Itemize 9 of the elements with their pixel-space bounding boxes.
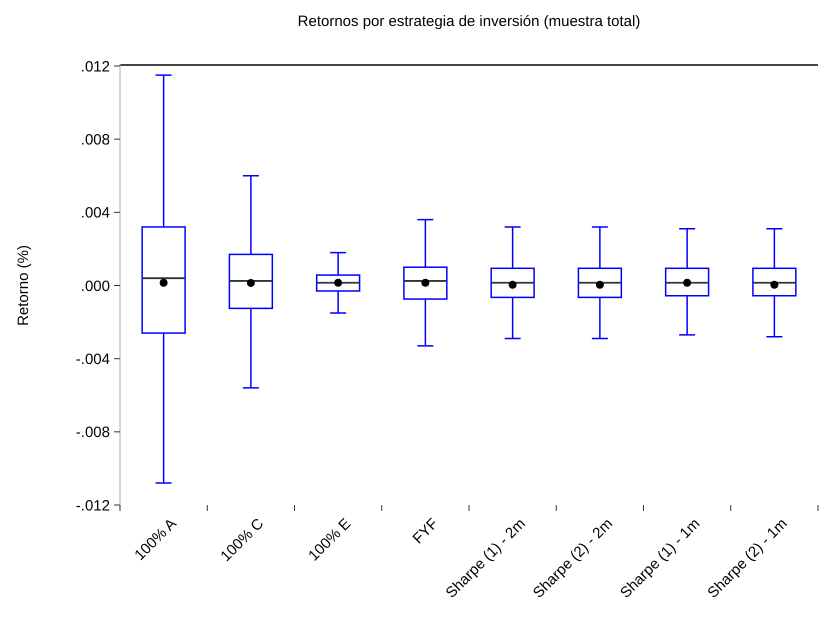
- y-tick-label: -.008: [76, 424, 110, 442]
- y-tick-label: .012: [80, 58, 110, 76]
- chart-title: Retornos por estrategia de inversión (muestra total): [298, 13, 640, 30]
- y-tick-label: -.012: [76, 497, 110, 514]
- y-tick-label: .008: [80, 131, 110, 148]
- y-tick-label: .000: [80, 278, 110, 295]
- y-tick-label: .004: [80, 204, 110, 222]
- y-tick-label: -.004: [76, 350, 110, 368]
- y-axis-title: Retorno (%): [15, 245, 32, 326]
